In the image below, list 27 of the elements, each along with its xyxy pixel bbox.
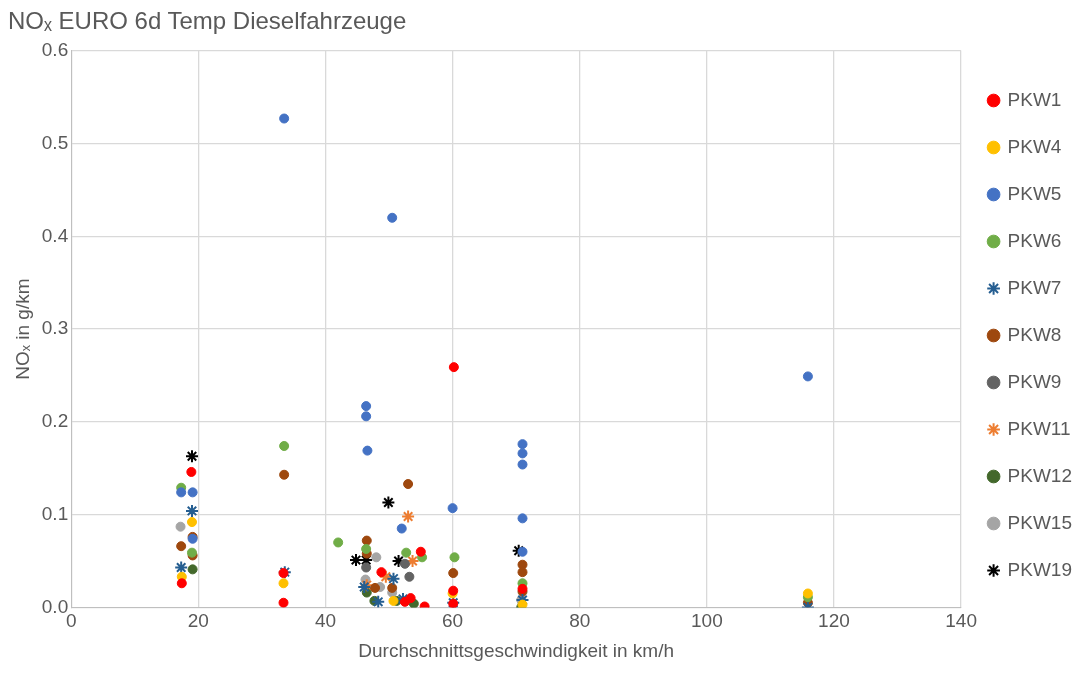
y-axis-title: NOₓ in g/km [11, 278, 33, 380]
y-tick-label: 0.5 [41, 131, 69, 153]
legend-label: PKW7 [1007, 276, 1062, 298]
legend-label: PKW1 [1007, 88, 1062, 110]
legend-label: PKW4 [1007, 135, 1062, 157]
x-tick-label: 140 [945, 610, 977, 632]
y-tick-label: 0.2 [41, 410, 69, 432]
y-tick-label: 0.4 [41, 224, 69, 246]
y-tick-label: 0.6 [41, 39, 69, 61]
legend-label: PKW15 [1007, 511, 1073, 533]
x-tick-label: 80 [569, 610, 591, 632]
legend-label: PKW11 [1007, 417, 1071, 439]
chart-title: NOₓ EURO 6d Temp Dieselfahrzeuge [8, 7, 407, 35]
y-tick-label: 0.3 [41, 317, 69, 339]
x-tick-label: 60 [442, 610, 464, 632]
x-tick-label: 120 [818, 610, 850, 632]
x-tick-label: 20 [187, 610, 209, 632]
legend-label: PKW6 [1007, 229, 1062, 251]
x-axis-title: Durchschnittsgeschwindigkeit in km/h [358, 639, 675, 661]
x-tick-label: 100 [690, 610, 723, 632]
x-tick-label: 40 [314, 610, 337, 632]
legend-label: PKW19 [1007, 558, 1073, 580]
y-tick-label: 0.1 [41, 502, 69, 524]
legend-label: PKW9 [1007, 370, 1062, 392]
legend-label: PKW12 [1007, 464, 1073, 486]
legend-label: PKW8 [1007, 323, 1062, 345]
legend-label: PKW5 [1007, 182, 1062, 204]
